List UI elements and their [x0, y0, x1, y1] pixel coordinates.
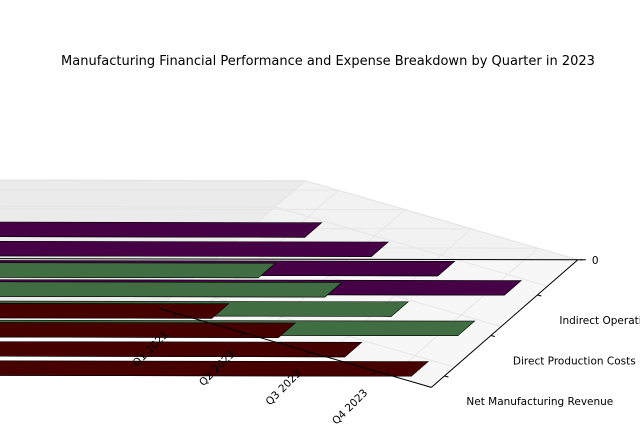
x-tick-label: Q4 2023 — [330, 387, 370, 427]
bar-side-face — [0, 221, 323, 238]
x-axis-line — [158, 307, 432, 388]
y-tick — [444, 375, 449, 378]
y-tick — [490, 335, 496, 338]
bar — [0, 341, 363, 358]
chart-title: Manufacturing Financial Performance and … — [61, 54, 595, 69]
bar — [0, 360, 430, 377]
bar-side-face — [0, 262, 277, 279]
x-tick — [173, 313, 178, 317]
bar — [0, 302, 230, 319]
bar-side-face — [0, 341, 363, 358]
bar — [0, 221, 323, 238]
y-tick-label: Net Manufacturing Revenue — [466, 396, 613, 408]
bar — [0, 240, 390, 257]
x-tick — [372, 370, 377, 375]
bar — [0, 262, 277, 279]
z-tick-label: 0 — [592, 255, 599, 267]
bar — [0, 281, 343, 298]
bar-side-face — [0, 302, 230, 319]
bar-side-face — [0, 240, 390, 257]
bar-side-face — [0, 281, 343, 298]
y-tick — [537, 294, 542, 297]
x-tick — [239, 332, 244, 337]
y-tick-label: Indirect Operational Costs — [559, 315, 640, 327]
chart-axes — [0, 258, 586, 388]
y-axis-line — [431, 259, 579, 388]
x-tick — [306, 351, 311, 356]
y-tick-label: Direct Production Costs — [513, 356, 636, 368]
bar-side-face — [0, 360, 430, 377]
